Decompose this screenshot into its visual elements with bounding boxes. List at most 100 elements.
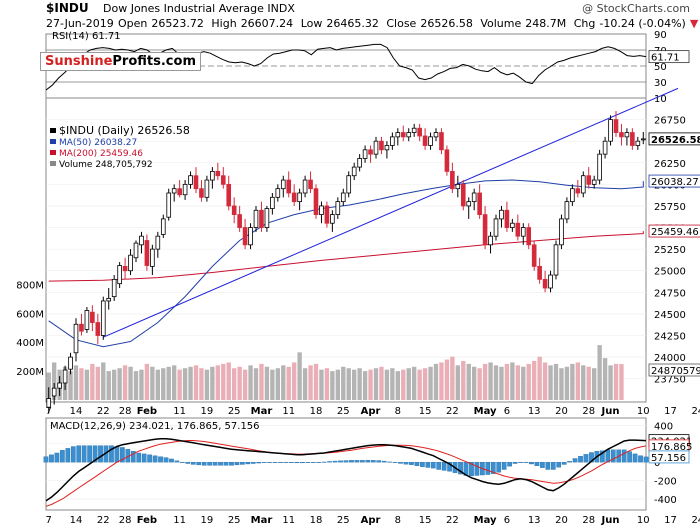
candle-body xyxy=(259,209,264,228)
volume-bar xyxy=(412,366,417,400)
macd-histogram-bar xyxy=(381,460,387,463)
macd-date-axis-label: 6 xyxy=(504,515,510,526)
volume-bar xyxy=(177,369,182,400)
candle-body xyxy=(488,235,493,246)
macd-signal-line xyxy=(45,440,647,507)
macd-histogram-bar xyxy=(169,458,174,463)
candle-body xyxy=(460,183,466,207)
volume-bar xyxy=(488,362,493,400)
candle-body xyxy=(520,227,526,237)
volume-bar xyxy=(270,369,275,400)
macd-histogram-bar xyxy=(376,460,382,463)
rsi-tick-label: 10 xyxy=(654,94,667,105)
candle-body xyxy=(340,192,346,203)
candle-body xyxy=(351,166,357,177)
candle-body xyxy=(373,140,379,155)
volume-bar xyxy=(144,363,150,400)
volume-bar xyxy=(117,368,122,400)
candle-body xyxy=(417,127,422,137)
volume-bar xyxy=(281,365,286,400)
volume-bar xyxy=(570,363,575,400)
volume-bar xyxy=(161,368,166,400)
candle-body xyxy=(297,192,302,203)
volume-bar xyxy=(504,363,510,400)
macd-histogram-bar xyxy=(360,460,365,463)
macd-tick-label: -200 xyxy=(654,477,677,488)
volume-bar xyxy=(559,368,564,400)
volume-bar xyxy=(346,368,351,400)
candle-body xyxy=(411,127,417,133)
volume-bar xyxy=(608,365,613,400)
date-axis-label: 28 xyxy=(119,406,132,417)
volume-bar xyxy=(455,365,460,400)
volume-bar xyxy=(193,365,199,400)
candle-body xyxy=(471,192,477,203)
volume-bar xyxy=(302,368,308,400)
volume-bar xyxy=(182,368,188,400)
macd-date-axis-label: 25 xyxy=(228,515,241,526)
date-axis-label: 24 xyxy=(691,406,700,417)
price-tick-label: 24250 xyxy=(654,332,686,343)
volume-bar xyxy=(259,363,264,400)
volume-bar xyxy=(602,358,608,400)
macd-histogram-bar xyxy=(512,462,518,464)
candle-body xyxy=(548,274,553,289)
macd-histogram-bar xyxy=(196,462,202,466)
volume-bar xyxy=(352,369,357,400)
macd-histogram-bar xyxy=(354,460,360,463)
candle-body xyxy=(237,214,242,228)
macd-histogram-bar xyxy=(349,460,354,463)
candle-body xyxy=(106,297,112,302)
macd-tick-label: 400 xyxy=(654,421,673,432)
date-axis-label: 22 xyxy=(97,406,110,417)
macd-histogram-bar xyxy=(180,462,185,463)
macd-histogram-bar xyxy=(430,462,436,469)
candle-body xyxy=(220,175,226,185)
candle-body xyxy=(248,227,253,246)
candle-body xyxy=(286,179,292,194)
macd-histogram-bar xyxy=(136,452,142,463)
candle-body xyxy=(188,175,193,185)
date-axis-label: 17 xyxy=(664,406,677,417)
macd-histogram-bar xyxy=(458,462,463,475)
candle-body xyxy=(630,132,635,146)
candle-body xyxy=(559,218,564,246)
price-tick-label: 26750 xyxy=(654,116,686,127)
macd-histogram-bar xyxy=(212,462,218,466)
macd-date-axis-label: 11 xyxy=(173,515,186,526)
macd-date-axis-label: 7 xyxy=(46,515,52,526)
macd-date-axis-label: 22 xyxy=(446,515,459,526)
volume-bar xyxy=(210,366,215,400)
date-axis-label: Feb xyxy=(137,406,157,417)
watermark-part1: Sunshine xyxy=(45,54,113,69)
volume-bar xyxy=(466,363,471,400)
volume-bar xyxy=(166,366,171,400)
volume-bar xyxy=(46,372,51,400)
candle-body xyxy=(346,175,352,194)
candle-body xyxy=(608,119,613,142)
volume-bar xyxy=(122,365,128,400)
volume-bar xyxy=(286,366,291,400)
volume-bar xyxy=(155,369,160,400)
volume-bar xyxy=(95,366,100,400)
candle-body xyxy=(640,138,646,141)
candle-body xyxy=(231,205,237,215)
date-axis-label: 20 xyxy=(555,406,568,417)
macd-histogram-bar xyxy=(638,455,643,463)
volume-bar xyxy=(428,366,433,400)
volume-bar xyxy=(575,362,580,400)
date-axis-label: 25 xyxy=(228,406,241,417)
volume-bar xyxy=(226,362,231,400)
candle-body xyxy=(313,188,319,215)
volume-bar xyxy=(232,368,237,400)
macd-histogram-bar xyxy=(409,462,414,465)
macd-histogram-bar xyxy=(567,461,572,463)
candle-body xyxy=(433,132,439,138)
candle-body xyxy=(635,140,641,146)
volume-bar xyxy=(335,369,340,400)
macd-histogram-bar xyxy=(485,462,491,475)
price-value-tag xyxy=(648,174,700,188)
open-value: 26523.72 xyxy=(151,17,204,30)
macd-histogram-bar xyxy=(234,462,240,466)
